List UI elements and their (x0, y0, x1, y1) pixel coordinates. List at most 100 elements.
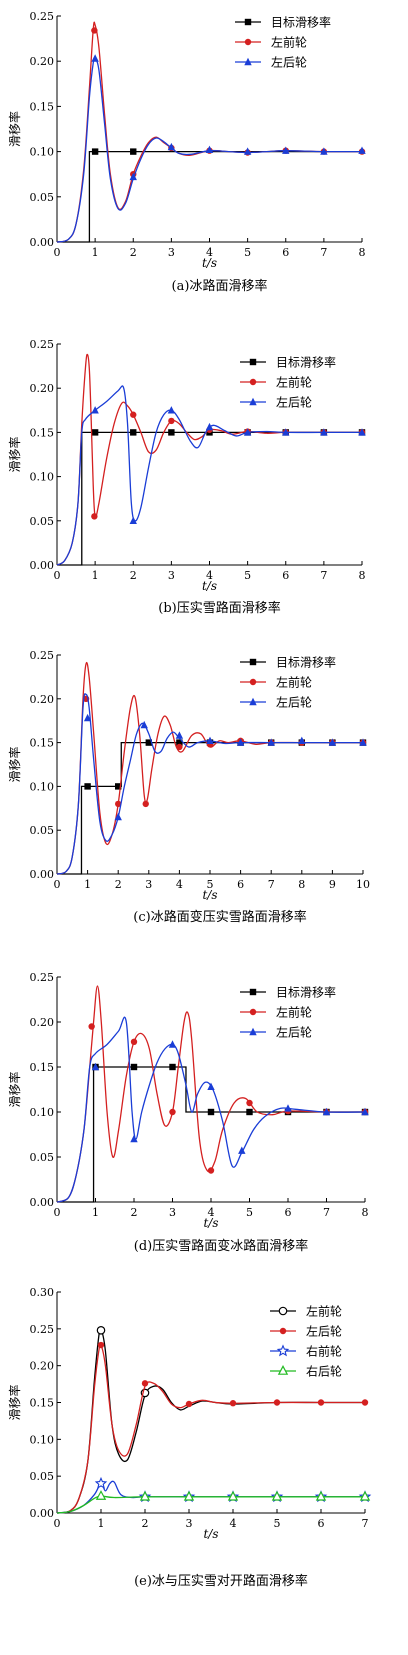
x-tick-label: 3 (168, 246, 175, 259)
y-tick-label: 0.25 (30, 1323, 55, 1336)
data-point (130, 148, 137, 155)
legend-marker (249, 358, 257, 366)
series-line (56, 57, 363, 243)
legend-marker (249, 378, 257, 386)
data-point (94, 1476, 108, 1489)
y-tick-label: 0.10 (30, 780, 55, 793)
x-tick-label: 8 (359, 246, 366, 259)
data-point (359, 738, 367, 746)
x-tick-label: 1 (92, 246, 99, 259)
data-point (168, 417, 175, 425)
series-line (56, 21, 363, 243)
data-point (361, 1399, 369, 1406)
data-point (206, 736, 214, 745)
panel-caption: (c)冰路面变压实雪路面滑移率 (133, 909, 306, 925)
data-point (91, 513, 98, 520)
x-tick-label: 1 (92, 1206, 99, 1219)
x-tick-label: 2 (131, 1206, 138, 1219)
x-tick-label: 1 (84, 878, 91, 891)
legend-marker (244, 18, 252, 26)
x-tick-label: 4 (230, 1517, 237, 1530)
x-tick-label: 2 (130, 246, 137, 259)
data-point (84, 783, 91, 790)
x-tick-label: 7 (362, 1517, 369, 1530)
x-tick-label: 5 (246, 1206, 253, 1219)
legend-label: 左后轮 (306, 1324, 342, 1339)
y-axis-label: 滑移率 (7, 1384, 22, 1420)
legend-label: 目标滑移率 (276, 355, 336, 370)
data-point (358, 146, 366, 154)
x-axis-label: t/s (202, 256, 217, 270)
y-tick-label: 0.15 (30, 426, 55, 439)
data-point (130, 1063, 138, 1071)
data-point (175, 731, 184, 739)
series-line (57, 150, 362, 243)
data-point (282, 428, 290, 436)
data-point (205, 422, 214, 431)
x-tick-label: 2 (130, 569, 137, 582)
x-tick-label: 5 (207, 878, 214, 891)
data-point (243, 147, 252, 155)
data-point (229, 1400, 237, 1407)
x-tick-label: 2 (142, 1517, 149, 1530)
data-point (361, 1107, 369, 1116)
y-tick-label: 0.25 (30, 649, 55, 662)
data-point (271, 1490, 283, 1501)
data-point (207, 1082, 215, 1090)
data-point (298, 736, 306, 745)
legend-marker (249, 988, 257, 996)
x-axis-label: t/s (202, 888, 217, 902)
data-point (115, 800, 122, 808)
y-tick-label: 0.00 (30, 1507, 55, 1520)
data-point (167, 406, 176, 414)
legend-label: 左后轮 (271, 55, 307, 70)
series-line (56, 1495, 365, 1514)
legend-label: 左前轮 (276, 1005, 312, 1020)
y-tick-label: 0.25 (30, 338, 55, 351)
data-point (246, 1108, 253, 1116)
data-point (176, 739, 183, 746)
data-point (359, 1490, 371, 1501)
y-tick-label: 0.15 (30, 737, 55, 750)
y-tick-label: 0.00 (30, 868, 55, 881)
legend-marker (249, 1008, 257, 1016)
x-tick-label: 7 (320, 246, 327, 259)
legend-marker (249, 1027, 257, 1036)
y-tick-label: 0.25 (30, 971, 55, 984)
data-point (167, 142, 176, 151)
legend-label: 目标滑移率 (271, 15, 331, 30)
series-line (56, 985, 366, 1203)
x-tick-label: 0 (54, 1206, 61, 1219)
x-tick-label: 6 (282, 569, 289, 582)
data-point (129, 516, 137, 524)
y-tick-label: 0.10 (30, 146, 55, 159)
y-tick-label: 0.15 (30, 100, 55, 113)
data-point (145, 739, 152, 746)
legend-label: 左前轮 (276, 375, 312, 390)
y-tick-label: 0.20 (30, 1016, 55, 1029)
panel-caption: (e)冰与压实雪对开路面滑移率 (134, 1573, 308, 1589)
y-axis-label: 滑移率 (7, 111, 22, 147)
x-tick-label: 8 (298, 878, 305, 891)
legend-marker (244, 57, 252, 66)
y-tick-label: 0.05 (30, 1151, 55, 1164)
data-point (273, 1399, 281, 1406)
series-line (57, 741, 363, 875)
x-tick-label: 7 (268, 878, 275, 891)
data-point (315, 1490, 327, 1501)
panel-caption: (b)压实雪路面滑移率 (158, 600, 280, 616)
legend-marker (277, 1365, 289, 1375)
data-point (91, 429, 99, 436)
y-tick-label: 0.00 (30, 1196, 55, 1209)
data-point (246, 1099, 253, 1107)
legend-marker (278, 1306, 288, 1316)
y-tick-label: 0.25 (30, 10, 55, 23)
series-line (56, 353, 362, 566)
data-point (227, 1490, 239, 1501)
y-tick-label: 0.30 (30, 1286, 55, 1299)
data-point (267, 738, 275, 746)
data-point (115, 783, 122, 790)
data-point (322, 1107, 331, 1116)
y-tick-label: 0.05 (30, 1470, 55, 1483)
x-axis-label: t/s (203, 1527, 218, 1541)
